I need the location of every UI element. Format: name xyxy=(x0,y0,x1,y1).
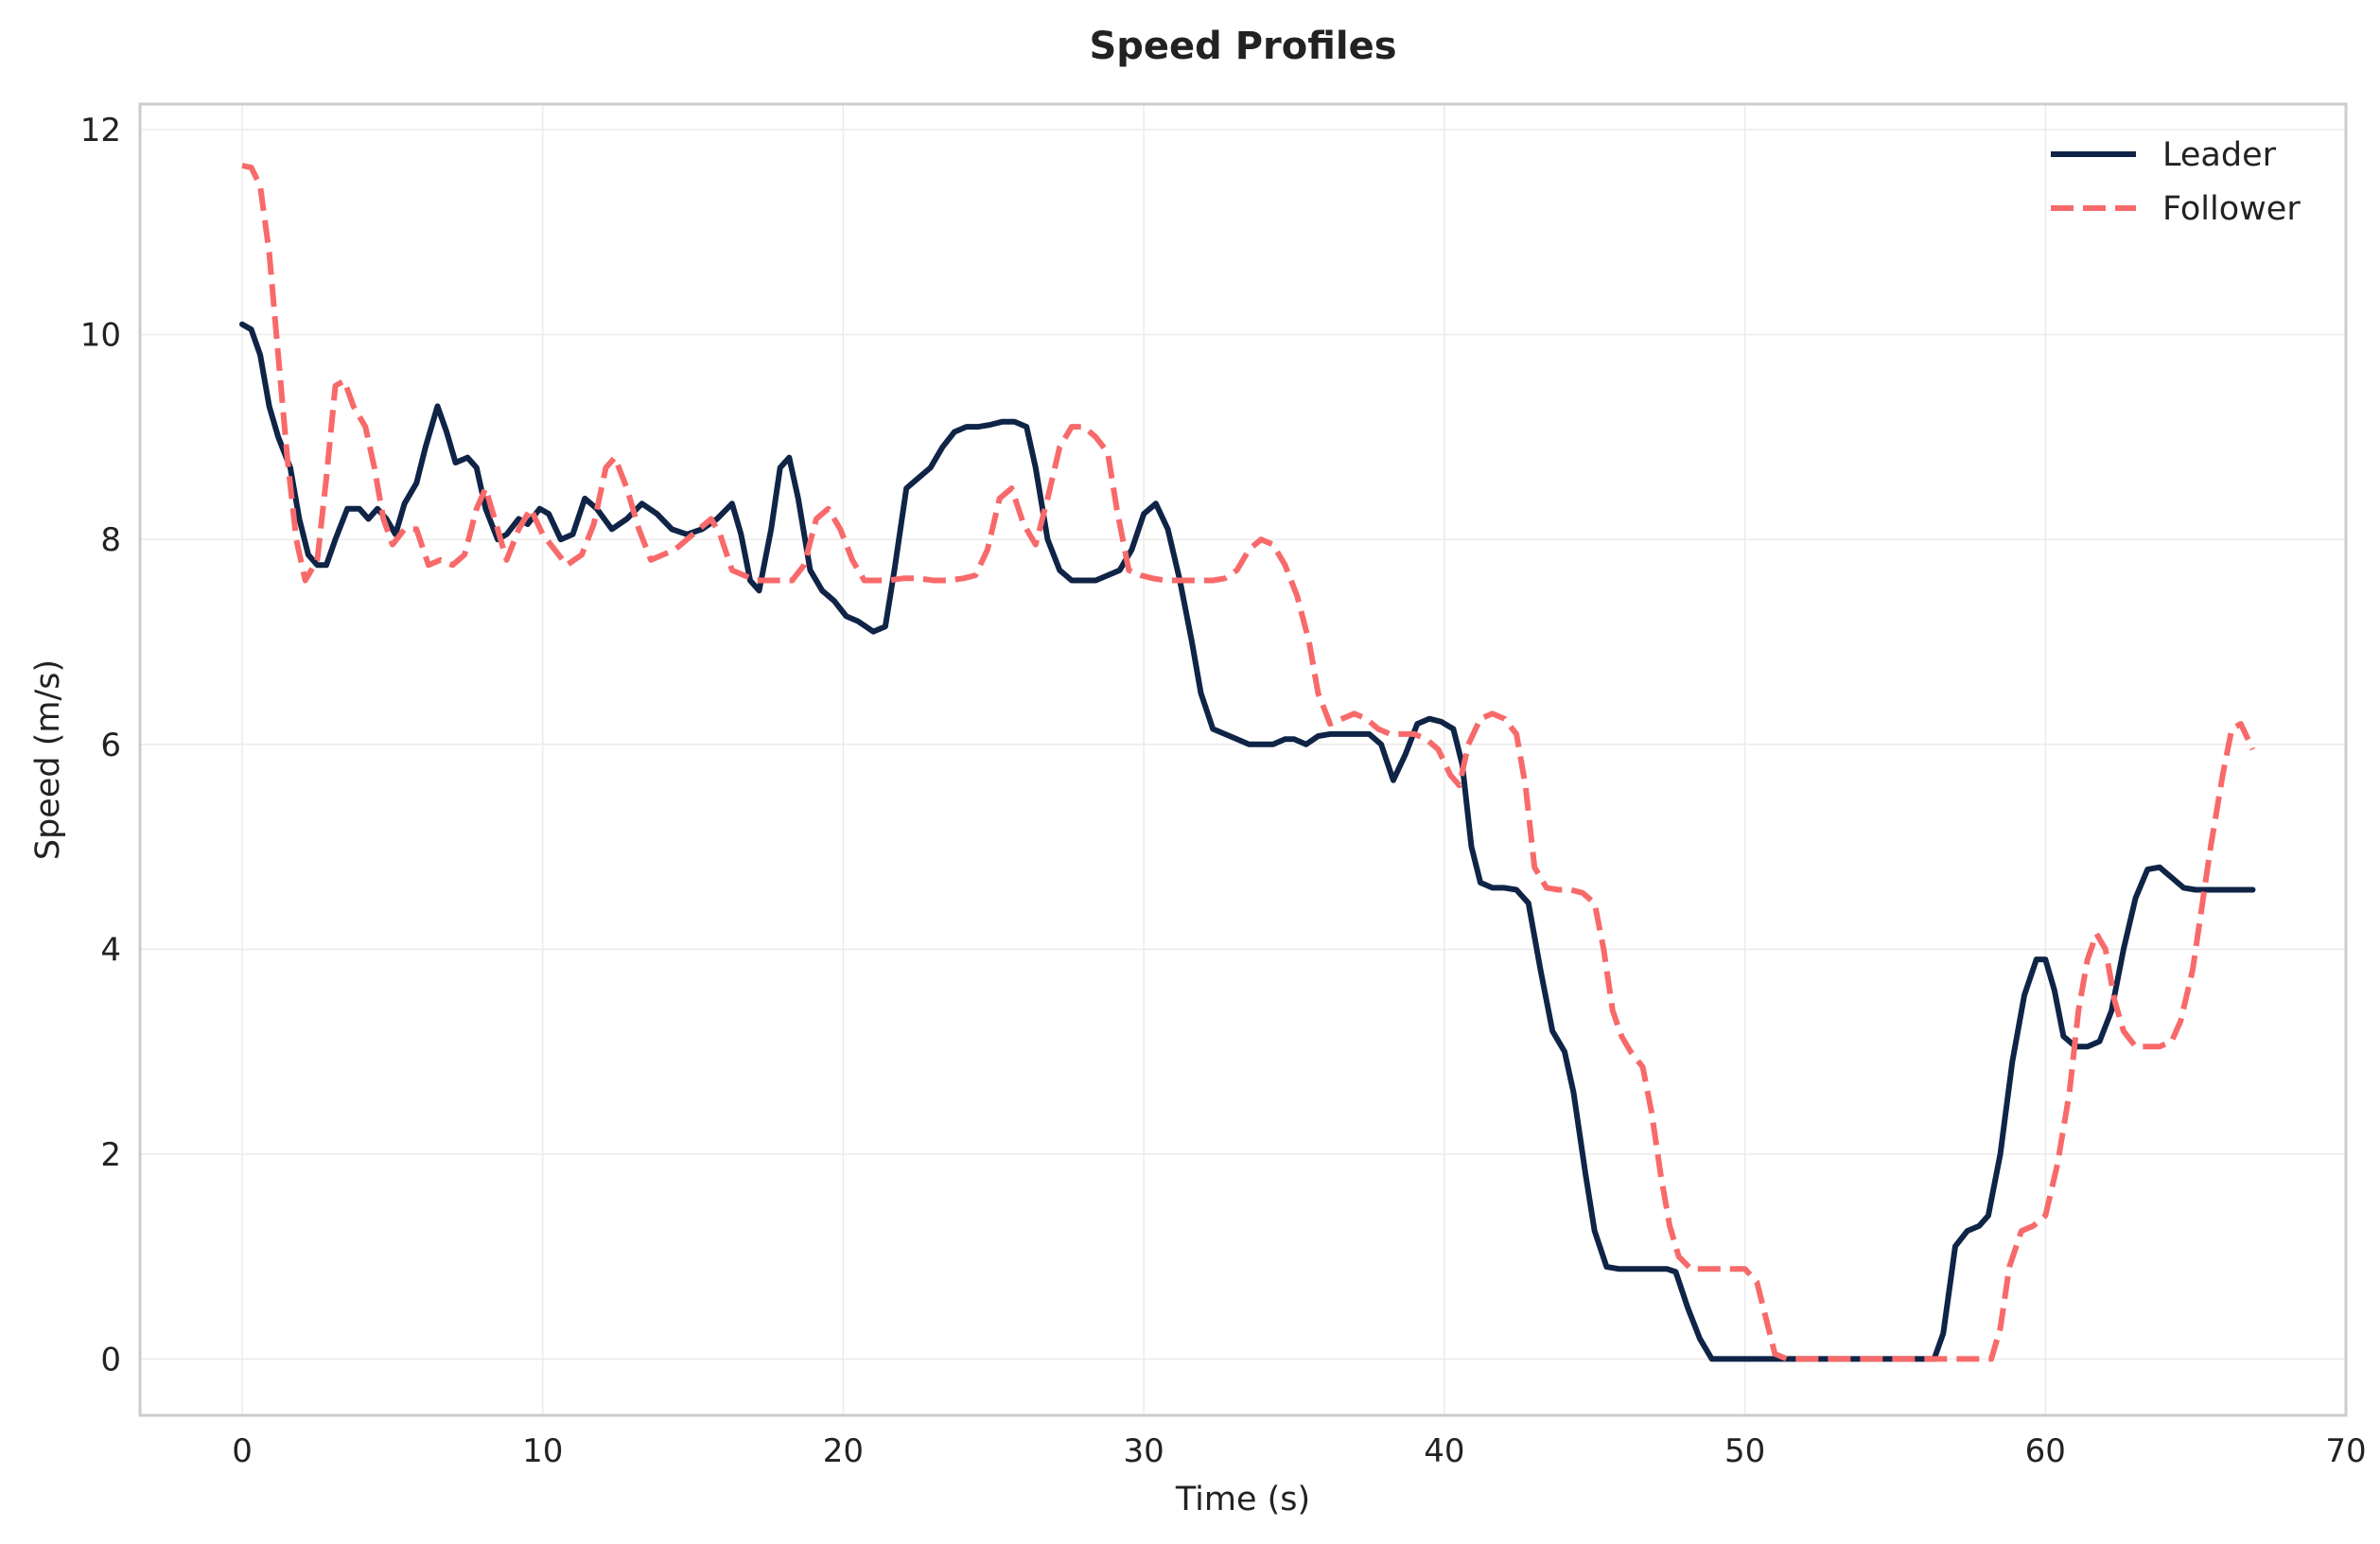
series-group xyxy=(239,163,2256,1362)
x-tick-label: 40 xyxy=(1424,1432,1464,1470)
y-tick-label: 8 xyxy=(100,521,121,559)
y-tick-label: 12 xyxy=(80,112,121,149)
y-tick-labels: 0 2 4 6 8 10 12 xyxy=(80,112,121,1378)
chart-title: Speed Profiles xyxy=(1089,25,1396,68)
y-tick-label: 2 xyxy=(100,1136,121,1174)
x-tick-label: 50 xyxy=(1724,1432,1765,1470)
y-tick-label: 10 xyxy=(80,317,121,355)
y-tick-label: 0 xyxy=(100,1341,121,1378)
legend: Leader Follower xyxy=(2051,136,2301,228)
series-line-follower xyxy=(241,163,2256,1362)
x-tick-label: 70 xyxy=(2325,1432,2366,1470)
x-tick-label: 20 xyxy=(823,1432,864,1470)
x-tick-label: 0 xyxy=(232,1432,253,1470)
x-tick-label: 30 xyxy=(1124,1432,1164,1470)
x-tick-labels: 0 10 20 30 40 50 60 70 xyxy=(232,1432,2366,1470)
x-tick-label: 10 xyxy=(522,1432,563,1470)
x-axis-label: Time (s) xyxy=(1175,1481,1310,1518)
y-tick-label: 6 xyxy=(100,727,121,764)
legend-leader-label: Leader xyxy=(2162,136,2277,174)
grid xyxy=(140,104,2347,1415)
legend-follower-label: Follower xyxy=(2162,190,2301,228)
y-tick-label: 4 xyxy=(100,931,121,969)
x-tick-label: 60 xyxy=(2025,1432,2066,1470)
y-axis-label: Speed (m/s) xyxy=(29,659,67,860)
plot-frame xyxy=(138,102,2348,1417)
series-line-leader xyxy=(239,321,2256,1362)
